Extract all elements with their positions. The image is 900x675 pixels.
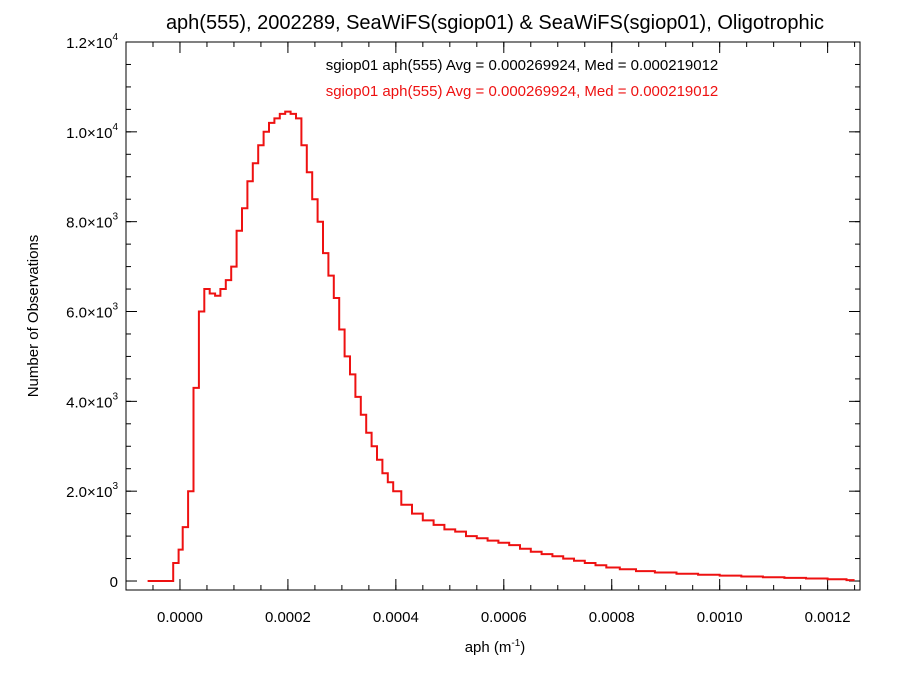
x-tick-labels: 0.0000 0.0002 0.0004 0.0006 0.0008 0.0010 0.00…: [157, 609, 851, 626]
y-axis-label: Number of Observations: [25, 235, 42, 398]
x-tick-label: 0.0006: [481, 609, 527, 626]
y-tick-label: 0: [110, 574, 118, 591]
x-axis-label-main: aph (m: [465, 639, 512, 656]
y-tick-label: 1.2×104: [66, 32, 118, 52]
y-tick-label: 8.0×103: [66, 212, 118, 232]
annotation-black: sgiop01 aph(555) Avg = 0.000269924, Med …: [326, 57, 719, 74]
x-tick-label: 0.0000: [157, 609, 203, 626]
x-tick-label: 0.0002: [265, 609, 311, 626]
axis-ticks: [125, 41, 860, 590]
x-tick-label: 0.0010: [697, 609, 743, 626]
annotation-red: sgiop01 aph(555) Avg = 0.000269924, Med …: [326, 83, 719, 100]
plot-frame: [125, 41, 861, 591]
histogram-series-line: [147, 110, 855, 582]
series-layer: [147, 110, 855, 582]
y-tick-label: 1.0×104: [66, 122, 118, 142]
x-axis-label-sup: -1: [511, 638, 520, 649]
x-tick-label: 0.0008: [589, 609, 635, 626]
y-tick-labels: 0 2.0×103 4.0×103 6.0×103 8.0×103 1.0×104 1.2×…: [66, 32, 118, 591]
x-tick-label: 0.0004: [373, 609, 419, 626]
y-tick-label: 6.0×103: [66, 302, 118, 322]
y-tick-label: 4.0×103: [66, 391, 118, 411]
x-axis-label-end: ): [520, 639, 525, 656]
x-tick-label: 0.0012: [805, 609, 851, 626]
y-tick-label: 2.0×103: [66, 481, 118, 501]
x-axis-label: aph (m-1): [465, 638, 526, 656]
chart-title: aph(555), 2002289, SeaWiFS(sgiop01) & Se…: [166, 12, 824, 34]
